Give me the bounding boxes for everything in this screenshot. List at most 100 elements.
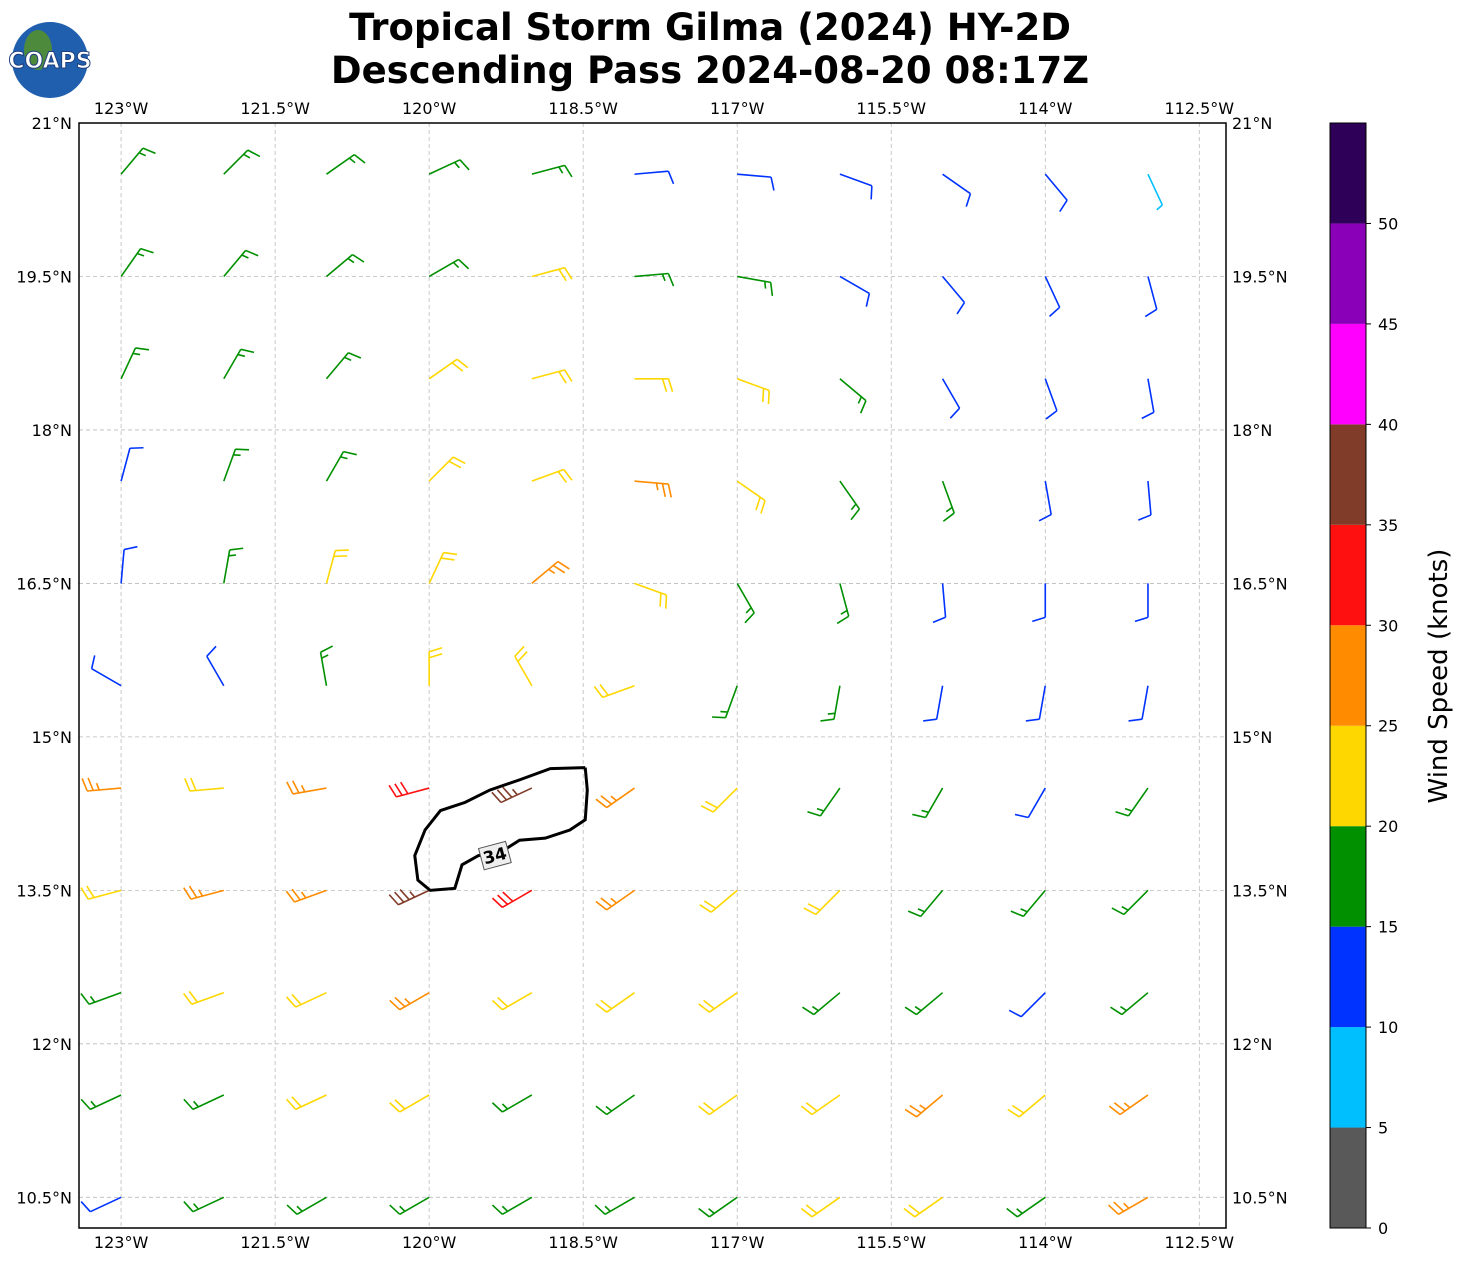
colorbar-tick-label: 10	[1378, 1018, 1398, 1037]
x-tick-label: 114°W	[1018, 1233, 1073, 1252]
wind-barb	[941, 275, 966, 315]
wind-barb	[904, 992, 944, 1016]
colorbar-bin	[1330, 926, 1366, 1028]
wind-barb	[593, 683, 635, 699]
wind-barb	[698, 1094, 738, 1116]
wind-barb	[1138, 481, 1152, 521]
wind-barb	[923, 685, 944, 722]
wind-barb	[1006, 1196, 1046, 1218]
y-tick-label: 21°N	[1232, 114, 1272, 133]
wind-barb	[325, 352, 362, 380]
wind-barb	[388, 889, 430, 906]
wind-barb	[319, 645, 334, 686]
wind-barb	[839, 275, 871, 307]
wind-barb	[285, 888, 327, 903]
wind-barb	[839, 173, 873, 200]
wind-barb	[182, 990, 225, 1006]
x-tick-label: 123°W	[94, 1233, 149, 1252]
y-tick-label: 15°N	[1232, 728, 1272, 747]
grid	[79, 123, 1226, 1228]
wind-barb	[428, 159, 470, 175]
wind-barb	[700, 787, 738, 813]
wind-barb	[1007, 1094, 1046, 1118]
logo-text: COAPS	[8, 49, 91, 74]
wind-barb	[839, 480, 861, 521]
wind-barb	[389, 991, 430, 1011]
wind-barb	[802, 992, 841, 1016]
wind-barb	[634, 480, 673, 498]
x-tick-label: 117°W	[710, 99, 765, 118]
wind-barb	[531, 369, 573, 384]
wind-barb	[223, 448, 250, 482]
wind-barb	[634, 377, 674, 393]
wind-barb	[737, 173, 775, 191]
wind-barb	[325, 253, 365, 278]
wind-barb	[491, 1094, 533, 1113]
contour: 34	[413, 766, 589, 892]
wind-barb	[698, 1196, 738, 1218]
wind-barb	[932, 583, 947, 624]
x-tick-label: 112.5°W	[1164, 1233, 1234, 1252]
wind-barb	[325, 450, 357, 482]
wind-barb	[90, 655, 122, 687]
colorbar-tick-label: 50	[1378, 214, 1398, 233]
wind-barb	[1108, 1094, 1149, 1116]
wind-barb	[491, 1196, 533, 1216]
wind-barb	[634, 582, 668, 609]
wind-barb	[120, 446, 144, 482]
x-tick-label: 114°W	[1018, 99, 1073, 118]
wind-barb	[699, 889, 738, 913]
y-tick-label: 15°N	[32, 728, 72, 747]
colorbar-tick-label: 30	[1378, 616, 1398, 635]
axis-labels: 123°W 123°W 121.5°W 121.5°W 120°W 120°W 118.5°…	[16, 99, 1287, 1252]
wind-barb	[531, 266, 573, 282]
colorbar-tick-label: 5	[1378, 1119, 1388, 1138]
wind-barb	[904, 1094, 944, 1118]
wind-barb	[531, 468, 573, 483]
x-tick-label: 121.5°W	[240, 99, 310, 118]
wind-barb	[595, 787, 635, 809]
colorbar-tick-label: 20	[1378, 817, 1398, 836]
colorbar-frame	[1329, 122, 1367, 1229]
wind-barb	[388, 781, 430, 798]
y-tick-label: 13.5°N	[1232, 881, 1288, 900]
colorbar-bin	[1330, 1027, 1366, 1128]
wind-barb	[800, 1196, 841, 1218]
wind-barb	[491, 991, 533, 1011]
x-tick-label: 112.5°W	[1164, 99, 1234, 118]
wind-barb	[223, 249, 259, 277]
colorbar-bin	[1330, 826, 1366, 927]
x-tick-label: 118.5°W	[548, 99, 618, 118]
wind-barb	[80, 991, 122, 1006]
wind-barb	[428, 646, 443, 686]
y-tick-label: 18°N	[1232, 421, 1272, 440]
wind-barb	[120, 545, 138, 584]
wind-barb	[1108, 1196, 1149, 1216]
wind-barb	[285, 1094, 327, 1111]
wind-barb	[491, 786, 533, 804]
wind-barb	[820, 685, 841, 722]
wind-barb	[326, 154, 366, 175]
wind-barb	[428, 258, 470, 278]
x-tick-label: 123°W	[94, 99, 149, 118]
wind-barb	[698, 992, 738, 1013]
wind-barb	[1032, 583, 1047, 623]
colorbar-tick-label: 40	[1378, 415, 1398, 434]
wind-barb	[807, 787, 841, 817]
title: Tropical Storm Gilma (2024) HY-2D	[349, 6, 1071, 49]
wind-barb	[595, 889, 635, 911]
wind-barb	[903, 1196, 944, 1218]
wind-barb	[1110, 992, 1149, 1016]
subtitle: Descending Pass 2024-08-20 08:17Z	[331, 49, 1089, 92]
wind-barb	[1111, 889, 1149, 916]
logo-land	[24, 30, 52, 70]
wind-barb	[286, 780, 327, 795]
colorbar-tick-label: 35	[1378, 516, 1398, 535]
wind-barbs	[80, 147, 1164, 1218]
wind-barb	[1147, 173, 1164, 211]
wind-barb	[222, 547, 244, 584]
x-tick-label: 120°W	[402, 99, 457, 118]
y-tick-label: 12°N	[32, 1035, 72, 1054]
wind-barb	[389, 1196, 430, 1216]
